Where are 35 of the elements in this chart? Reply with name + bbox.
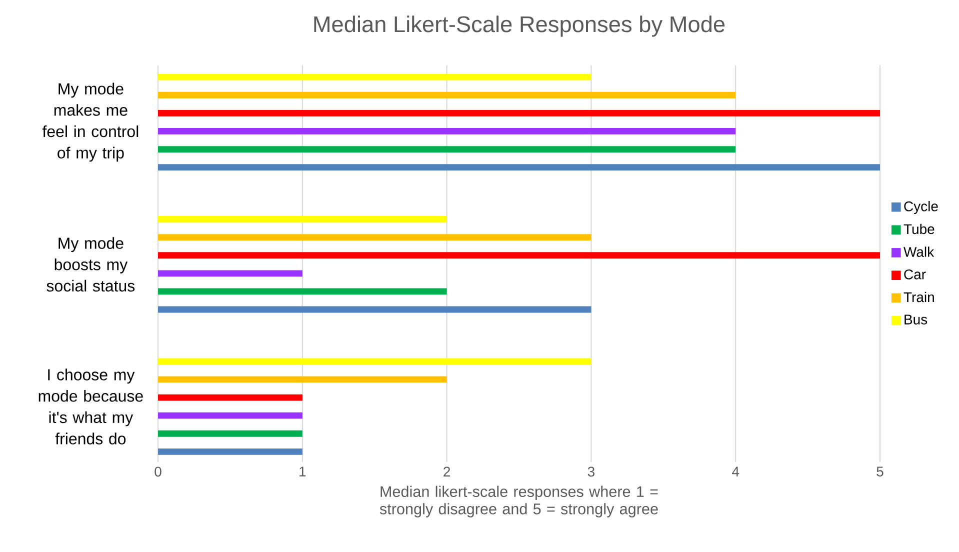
x-tick-label: 2: [444, 466, 450, 476]
bar: [158, 412, 302, 419]
y-tick-label: My mode boosts my social status: [46, 237, 135, 292]
y-tick-label: My mode makes me feel in control of my trip: [42, 82, 138, 162]
bar: [158, 270, 302, 277]
x-tick-label: 4: [732, 466, 740, 476]
legend-label: Train: [904, 292, 934, 302]
bar: [158, 110, 880, 116]
x-tick-label: 1: [300, 466, 306, 476]
legend-label: Bus: [904, 314, 928, 324]
bar: [158, 74, 592, 80]
bar: [158, 164, 880, 171]
bar: [158, 252, 880, 259]
bar: [158, 430, 302, 437]
x-axis-title: Median likert-scale responses where 1 = strongly disagree and 5 = strongly agree: [380, 486, 658, 518]
bar: [158, 376, 447, 383]
legend-label: Tube: [904, 224, 934, 234]
bar: [158, 216, 447, 222]
legend-label: Car: [904, 269, 926, 280]
bar: [158, 234, 592, 240]
y-tick-label: I choose my mode because it's what my friends do: [38, 368, 143, 444]
bar: [158, 358, 592, 365]
x-tick-label: 0: [154, 466, 162, 477]
bar: [158, 448, 302, 455]
bar: [158, 306, 592, 313]
bar: [158, 92, 736, 98]
x-tick-label: 5: [876, 466, 884, 476]
bar: [158, 128, 736, 134]
bar: [158, 146, 736, 152]
legend-label: Cycle: [904, 201, 938, 214]
x-tick-label: 3: [588, 466, 594, 477]
chart-title: Median Likert-Scale Responses by Mode: [314, 16, 725, 37]
bar: [158, 288, 447, 295]
bar: [158, 394, 302, 401]
legend-label: Walk: [904, 246, 934, 257]
